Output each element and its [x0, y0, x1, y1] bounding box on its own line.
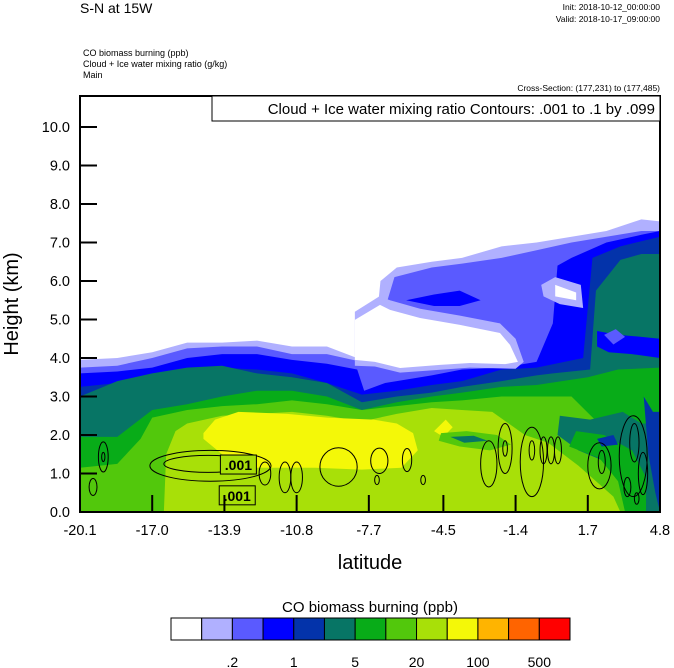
- cloud-contour-line: [97, 441, 109, 473]
- colorbar-label: .2: [227, 654, 239, 668]
- x-axis-title: latitude: [338, 552, 403, 574]
- co-band-level-9: [434, 419, 453, 437]
- cloud-contour-line: [370, 447, 389, 475]
- cloud-contour-line: [480, 440, 498, 488]
- colorbar-swatch: [231, 617, 264, 641]
- x-tick-label: -4.5: [431, 523, 456, 539]
- x-tick-label: -20.1: [63, 523, 96, 539]
- cloud-contour-line: [374, 474, 380, 486]
- y-tick-label: 10.0: [42, 120, 70, 136]
- colorbar-swatch: [354, 617, 387, 641]
- init-time: Init: 2018-10-12_00:00:00: [563, 2, 661, 12]
- colorbar-swatch: [323, 617, 356, 641]
- field-label-main: Main: [83, 70, 103, 80]
- cloud-contour-line: [101, 451, 106, 463]
- cloud-contour-line: [618, 415, 648, 498]
- colorbar-label: 1: [290, 654, 298, 668]
- contour-legend-text: Cloud + Ice water mixing ratio Contours:…: [268, 101, 655, 118]
- colorbar-swatch: [477, 617, 510, 641]
- cloud-contour-line: [502, 440, 508, 457]
- contour-label: .001: [225, 457, 252, 473]
- colorbar-title: CO biomass burning (ppb): [282, 599, 458, 616]
- cloud-contour-line: [497, 422, 513, 475]
- co-band-level-9: [203, 411, 418, 470]
- cloud-contour-line: [401, 447, 413, 473]
- y-tick-label: 0.0: [50, 505, 70, 521]
- colorbar-swatch: [201, 617, 233, 641]
- co-patch: [354, 304, 518, 369]
- co-patch: [406, 290, 481, 307]
- cloud-contour-line: [420, 474, 426, 486]
- cloud-contour-line: [528, 440, 536, 461]
- axis-ticks: -20.1 -17.0 -13.9 -10.8 -7.7 -4.5 -1.4 1.7 4.8 0.…: [42, 120, 670, 539]
- field-label-cloud: Cloud + Ice water mixing ratio (g/kg): [83, 59, 227, 69]
- x-tick-label: -7.7: [356, 523, 381, 539]
- cloud-contour-line: [587, 442, 612, 490]
- x-tick-label: -13.9: [208, 523, 241, 539]
- cloud-contour-line: [519, 426, 545, 498]
- y-tick-label: 9.0: [50, 159, 70, 175]
- co-patch: [643, 396, 660, 512]
- colorbar-swatch: [170, 617, 203, 641]
- cloud-contour-line: [633, 492, 640, 505]
- colorbar-swatch: [262, 617, 295, 641]
- colorbar-label: 100: [466, 654, 490, 668]
- y-tick-label: 7.0: [50, 236, 70, 252]
- contour-label-box: [219, 454, 257, 475]
- cloud-contour-line: [553, 436, 562, 465]
- y-axis-title: Height (km): [1, 252, 23, 355]
- plot-area: .001 .001: [80, 96, 660, 512]
- cloud-contour-line: [319, 447, 358, 487]
- cloud-contour-line: [88, 478, 98, 496]
- colorbar-swatch: [538, 617, 571, 641]
- colorbar-swatch: [293, 617, 325, 641]
- x-tick-label: -10.8: [280, 523, 313, 539]
- y-tick-label: 8.0: [50, 197, 70, 213]
- x-tick-label: -17.0: [136, 523, 169, 539]
- colorbar-label: 20: [409, 654, 425, 668]
- field-label-co: CO biomass burning (ppb): [83, 48, 189, 58]
- colorbar: .2 1 5 20 100 500: [170, 617, 571, 668]
- contour-label: .001: [224, 488, 251, 504]
- cloud-contour-line: [637, 451, 649, 496]
- x-tick-label: 1.7: [578, 523, 598, 539]
- y-tick-label: 1.0: [50, 467, 70, 483]
- colorbar-swatch: [385, 617, 418, 641]
- colorbar-label: 5: [351, 654, 359, 668]
- cross-section-label: Cross-Section: (177,231) to (177,485): [517, 83, 660, 93]
- cloud-contour-line: [597, 449, 606, 475]
- y-tick-label: 6.0: [50, 274, 70, 290]
- contour-labels: .001 .001: [218, 454, 257, 506]
- x-tick-label: -1.4: [503, 523, 528, 539]
- y-tick-label: 4.0: [50, 351, 70, 367]
- y-tick-label: 3.0: [50, 390, 70, 406]
- co-contour-patches: [354, 277, 660, 512]
- cloud-contour-line: [258, 461, 272, 486]
- cloud-contour-line: [290, 461, 303, 494]
- cloud-ice-contours: [88, 415, 649, 505]
- colorbar-label: 500: [528, 654, 552, 668]
- co-patch: [450, 435, 488, 443]
- cloud-contour-line: [629, 422, 640, 463]
- colorbar-swatch: [416, 617, 448, 641]
- cloud-contour-line: [149, 449, 272, 482]
- co-patch: [604, 329, 626, 345]
- valid-time: Valid: 2018-10-17_09:00:00: [556, 14, 661, 24]
- contour-legend-box: [211, 95, 661, 122]
- colorbar-swatch: [508, 617, 540, 641]
- figure-title: S-N at 15W: [80, 0, 153, 16]
- colorbar-swatch: [446, 617, 479, 641]
- y-tick-label: 2.0: [50, 428, 70, 444]
- x-tick-label: 4.8: [650, 523, 670, 539]
- co-patch: [555, 284, 577, 301]
- y-tick-label: 5.0: [50, 313, 70, 329]
- contour-label-box: [218, 485, 256, 506]
